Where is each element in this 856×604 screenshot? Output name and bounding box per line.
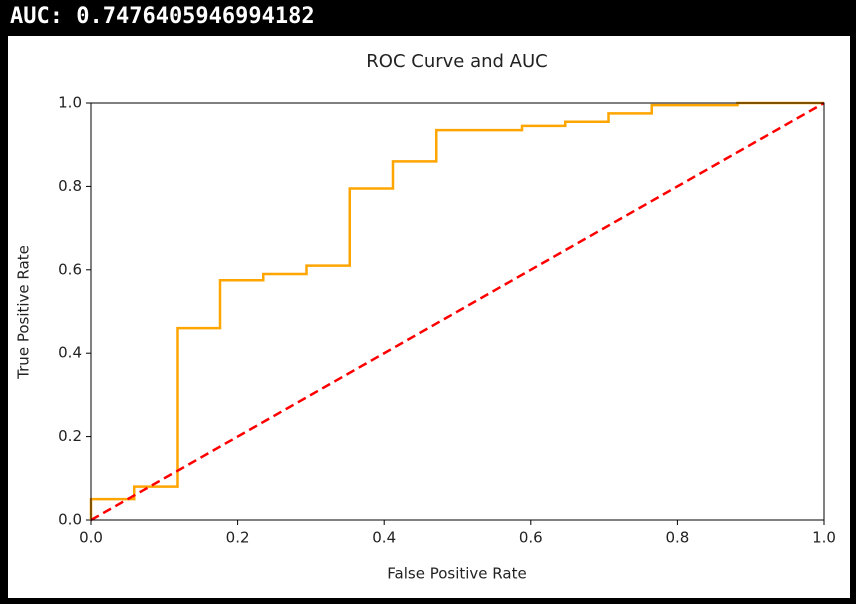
x-tick-label: 0.2 — [226, 529, 250, 547]
x-tick-label: 1.0 — [812, 529, 836, 547]
plot-frame — [90, 102, 825, 521]
y-tick-label: 0.0 — [58, 511, 82, 529]
chart: ROC Curve and AUC False Positive Rate Tr… — [8, 36, 850, 598]
x-tick-label: 0.8 — [665, 529, 689, 547]
x-tick-label: 0.6 — [519, 529, 543, 547]
x-tick-label: 0.4 — [372, 529, 396, 547]
y-tick-label: 0.2 — [58, 427, 82, 445]
y-tick-label: 1.0 — [58, 94, 82, 112]
y-tick-label: 0.4 — [58, 344, 82, 362]
roc-line — [90, 101, 825, 522]
x-tick-label: 0.0 — [79, 529, 103, 547]
y-axis-label: True Positive Rate — [15, 245, 33, 380]
chart-title: ROC Curve and AUC — [366, 51, 547, 72]
x-axis-label: False Positive Rate — [387, 565, 526, 583]
y-tick-label: 0.6 — [58, 260, 82, 278]
output-text: AUC: 0.7476405946994182 — [10, 4, 315, 29]
roc-line — [89, 101, 824, 520]
y-tick-label: 0.8 — [58, 177, 82, 195]
